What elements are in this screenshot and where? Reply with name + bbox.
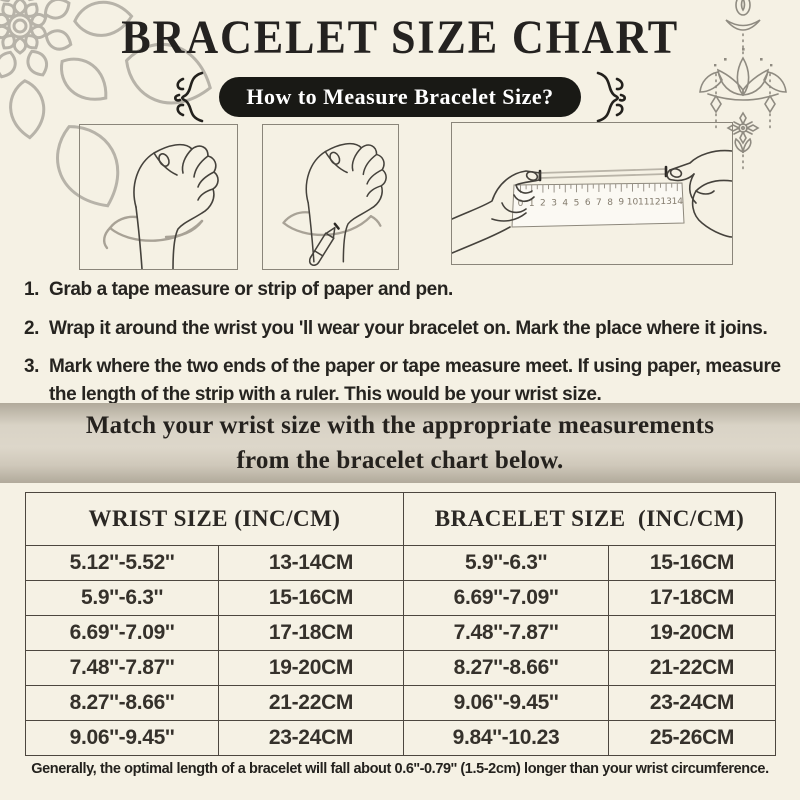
instruction-steps: 1. Grab a tape measure or strip of paper… xyxy=(24,276,794,419)
svg-text:11: 11 xyxy=(638,197,649,207)
svg-text:1: 1 xyxy=(529,199,535,209)
step-1-number: 1. xyxy=(24,279,40,300)
svg-text:5: 5 xyxy=(574,198,580,208)
header-wrist-size: WRIST SIZE (INC/CM) xyxy=(25,492,404,546)
table-row: 6.69''-7.09'' 17-18CM 7.48''-7.87'' 19-2… xyxy=(25,615,776,651)
svg-text:14: 14 xyxy=(672,197,684,207)
table-row: 9.06''-9.45'' 23-24CM 9.84''-10.23 25-26… xyxy=(25,720,776,756)
wrist-cm: 23-24CM xyxy=(218,720,404,756)
wrist-inches: 8.27''-8.66'' xyxy=(25,685,219,721)
bracelet-cm: 25-26CM xyxy=(608,720,776,756)
bracelet-cm: 21-22CM xyxy=(608,650,776,686)
svg-text:3: 3 xyxy=(551,199,557,209)
bracelet-inches: 5.9''-6.3'' xyxy=(403,545,609,581)
banner-line-2: from the bracelet chart below. xyxy=(236,447,564,474)
step-3-text: Mark where the two ends of the paper or … xyxy=(49,356,781,405)
svg-text:4: 4 xyxy=(562,198,568,208)
table-row: 5.12''-5.52'' 13-14CM 5.9''-6.3'' 15-16C… xyxy=(25,545,776,581)
table-row: 8.27''-8.66'' 21-22CM 9.06''-9.45'' 23-2… xyxy=(25,685,776,721)
illustration-ruler-measure: 0 1 2 3 4 5 6 7 8 9 10 11 12 13 14 xyxy=(451,122,733,265)
banner-line-1: Match your wrist size with the appropria… xyxy=(85,411,715,439)
ruler-scale: 0 1 2 3 4 5 6 7 8 9 10 11 12 13 14 xyxy=(518,183,684,209)
header-bracelet-size: BRACELET SIZE (INC/CM) xyxy=(403,492,776,546)
svg-text:8: 8 xyxy=(607,198,613,208)
bracelet-cm: 23-24CM xyxy=(608,685,776,721)
step-3: 3. Mark where the two ends of the paper … xyxy=(24,353,794,408)
bracelet-cm: 15-16CM xyxy=(608,545,776,581)
step-2-number: 2. xyxy=(24,317,40,339)
svg-text:12: 12 xyxy=(649,197,660,207)
step-2: 2. Wrap it around the wrist you 'll wear… xyxy=(24,315,794,343)
mandala-flower-decoration xyxy=(0,0,215,220)
wrist-inches: 5.9''-6.3'' xyxy=(25,580,219,616)
size-chart-table: WRIST SIZE (INC/CM) BRACELET SIZE (INC/C… xyxy=(25,492,776,756)
wrist-cm: 15-16CM xyxy=(218,580,404,616)
step-2-text: Wrap it around the wrist you 'll wear yo… xyxy=(49,317,768,339)
wrist-cm: 19-20CM xyxy=(218,650,404,686)
svg-text:9: 9 xyxy=(618,198,624,208)
bracelet-inches: 8.27''-8.66'' xyxy=(403,650,609,686)
table-row: 7.48''-7.87'' 19-20CM 8.27''-8.66'' 21-2… xyxy=(25,650,776,686)
page-title: BRACELET SIZE CHART xyxy=(121,11,679,64)
bracelet-inches: 7.48''-7.87'' xyxy=(403,615,609,651)
wrist-inches: 5.12''-5.52'' xyxy=(25,545,219,581)
svg-text:2: 2 xyxy=(540,199,546,209)
svg-text:13: 13 xyxy=(660,197,671,207)
step-1-text: Grab a tape measure or strip of paper an… xyxy=(49,279,453,300)
match-size-banner: Match your wrist size with the appropria… xyxy=(0,403,800,483)
svg-text:7: 7 xyxy=(596,198,602,208)
bracelet-inches: 9.06''-9.45'' xyxy=(403,685,609,721)
wrist-cm: 17-18CM xyxy=(218,615,404,651)
table-row: 5.9''-6.3'' 15-16CM 6.69''-7.09'' 17-18C… xyxy=(25,580,776,616)
wrist-inches: 9.06''-9.45'' xyxy=(25,720,219,756)
bracelet-inches: 9.84''-10.23 xyxy=(403,720,609,756)
bracelet-cm: 19-20CM xyxy=(608,615,776,651)
wrist-inches: 6.69''-7.09'' xyxy=(25,615,219,651)
svg-text:0: 0 xyxy=(518,199,524,209)
footnote: Generally, the optimal length of a brace… xyxy=(31,761,769,777)
wrist-cm: 13-14CM xyxy=(218,545,404,581)
flourish-left-icon xyxy=(174,71,204,123)
size-chart-table-wrap: WRIST SIZE (INC/CM) BRACELET SIZE (INC/C… xyxy=(25,492,776,756)
svg-text:10: 10 xyxy=(627,198,639,208)
illustration-wrap-wrist xyxy=(79,124,238,270)
flourish-right-icon xyxy=(596,71,626,123)
badge-row: How to Measure Bracelet Size? xyxy=(0,70,800,124)
step-1: 1. Grab a tape measure or strip of paper… xyxy=(24,276,794,304)
step-3-number: 3. xyxy=(24,356,40,378)
bracelet-cm: 17-18CM xyxy=(608,580,776,616)
svg-text:6: 6 xyxy=(585,198,591,208)
illustration-mark-pen xyxy=(262,124,399,270)
lotus-ornament-decoration xyxy=(699,0,787,171)
wrist-cm: 21-22CM xyxy=(218,685,404,721)
bracelet-inches: 6.69''-7.09'' xyxy=(403,580,609,616)
badge-how-to-measure: How to Measure Bracelet Size? xyxy=(219,77,581,117)
wrist-inches: 7.48''-7.87'' xyxy=(25,650,219,686)
